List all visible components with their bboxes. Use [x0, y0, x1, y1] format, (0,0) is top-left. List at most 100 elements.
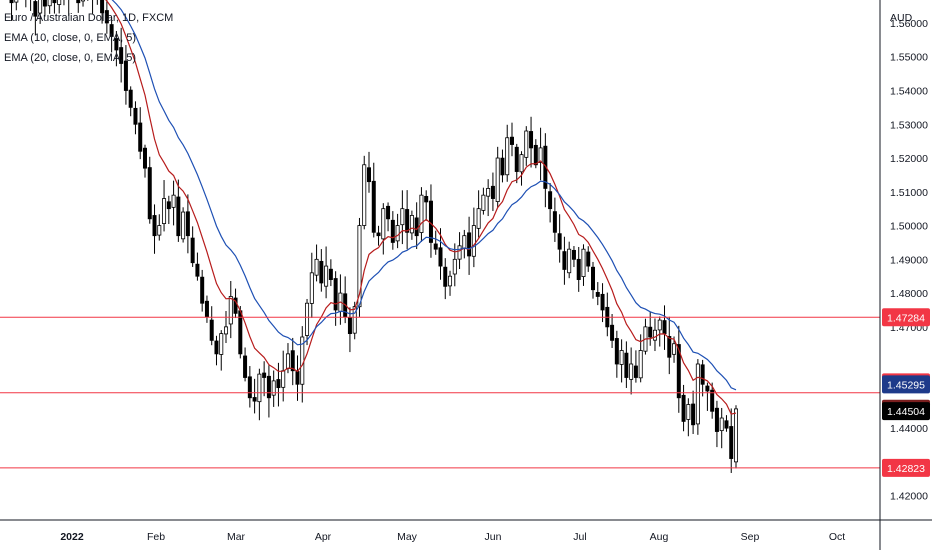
- candle-body: [262, 372, 267, 378]
- candle-body: [133, 107, 138, 125]
- candle-body: [38, 0, 43, 14]
- candle-body: [567, 248, 572, 274]
- candle-body: [147, 167, 152, 220]
- candle-body: [552, 211, 557, 233]
- candle-body: [328, 268, 333, 280]
- candle-body: [538, 147, 543, 163]
- candle-body: [438, 247, 443, 267]
- candle-body: [381, 208, 386, 240]
- candle-body: [76, 0, 81, 4]
- candle-body: [524, 130, 529, 158]
- candle-body: [366, 167, 371, 183]
- candle-body: [9, 0, 14, 4]
- x-tick-label: Feb: [147, 531, 165, 543]
- indicator-ema10-label: EMA (10, close, 0, EMA, 5): [4, 32, 137, 44]
- candle-body: [691, 403, 696, 426]
- candle-body: [152, 215, 157, 237]
- candle-body: [619, 350, 624, 365]
- price-badge: [882, 458, 930, 477]
- candle-body: [710, 389, 715, 412]
- candle-body: [433, 243, 438, 250]
- candle-body: [386, 205, 391, 220]
- candle-body: [533, 144, 538, 166]
- candle-body: [119, 47, 124, 64]
- candle-body: [166, 201, 171, 210]
- candle-body: [705, 385, 710, 392]
- candle-body: [729, 426, 734, 459]
- candle-body: [724, 420, 729, 429]
- candle-body: [548, 191, 553, 210]
- candle-body: [672, 343, 677, 355]
- candle-body: [228, 296, 233, 325]
- candle-body: [624, 352, 629, 378]
- candle-body: [100, 0, 105, 14]
- x-tick-label: Apr: [315, 531, 332, 543]
- currency-label: AUD: [890, 12, 913, 24]
- candle-body: [266, 375, 271, 399]
- candle-body: [176, 196, 181, 237]
- candle-body: [309, 272, 314, 304]
- candle-body: [681, 394, 686, 422]
- ema10-line: [105, 0, 737, 415]
- y-tick-label: 1.54000: [890, 85, 928, 97]
- candle-body: [128, 89, 133, 108]
- indicator-ema20-label: EMA (20, close, 0, EMA, 5): [4, 52, 137, 64]
- candle-body: [695, 363, 700, 425]
- candle-body: [281, 370, 286, 388]
- candle-body: [290, 350, 295, 372]
- candle-body: [610, 324, 615, 341]
- price-badge: [882, 308, 930, 327]
- candle-body: [514, 146, 519, 172]
- horizontal-lines-layer: [0, 316, 880, 469]
- candle-body: [476, 208, 481, 229]
- candle-body: [662, 320, 667, 335]
- candle-body: [457, 245, 462, 260]
- candle-body: [543, 145, 548, 189]
- x-tick-label: Aug: [650, 531, 669, 543]
- candle-body: [400, 208, 405, 226]
- candle-body: [557, 233, 562, 250]
- candle-body: [243, 355, 248, 378]
- candle-body: [81, 0, 86, 2]
- candle-body: [571, 249, 576, 260]
- candle-body: [371, 180, 376, 233]
- candle-body: [181, 211, 186, 240]
- candle-body: [271, 380, 276, 396]
- candle-body: [104, 10, 109, 24]
- candle-body: [648, 326, 653, 338]
- candle-body: [57, 0, 62, 5]
- candle-body: [171, 194, 176, 208]
- candle-body: [481, 194, 486, 211]
- price-badge-label: 1.44504: [887, 406, 925, 418]
- candle-body: [352, 306, 357, 334]
- candle-body: [405, 209, 410, 233]
- y-tick-label: 1.51000: [890, 187, 928, 199]
- candle-body: [581, 248, 586, 277]
- candle-body: [495, 157, 500, 202]
- candle-body: [595, 292, 600, 297]
- candle-body: [486, 188, 491, 197]
- candle-body: [162, 198, 167, 224]
- candle-body: [614, 338, 619, 365]
- candle-layer: [9, 0, 739, 473]
- candle-body: [667, 336, 672, 358]
- candle-body: [362, 164, 367, 226]
- candle-body: [471, 225, 476, 257]
- candle-body: [33, 1, 38, 17]
- ema20-line: [111, 0, 737, 391]
- candle-body: [47, 0, 52, 7]
- candle-body: [333, 278, 338, 311]
- candle-body: [314, 258, 319, 276]
- candle-body: [247, 376, 252, 399]
- candle-body: [443, 266, 448, 287]
- candle-body: [676, 344, 681, 399]
- price-badge-label: 1.45295: [887, 379, 925, 391]
- candle-body: [424, 195, 429, 203]
- candle-body: [395, 225, 400, 242]
- y-tick-label: 1.50000: [890, 221, 928, 233]
- candle-body: [276, 379, 281, 389]
- candle-body: [586, 251, 591, 267]
- y-tick-label: 1.44000: [890, 423, 928, 435]
- ema-layer: [105, 0, 737, 415]
